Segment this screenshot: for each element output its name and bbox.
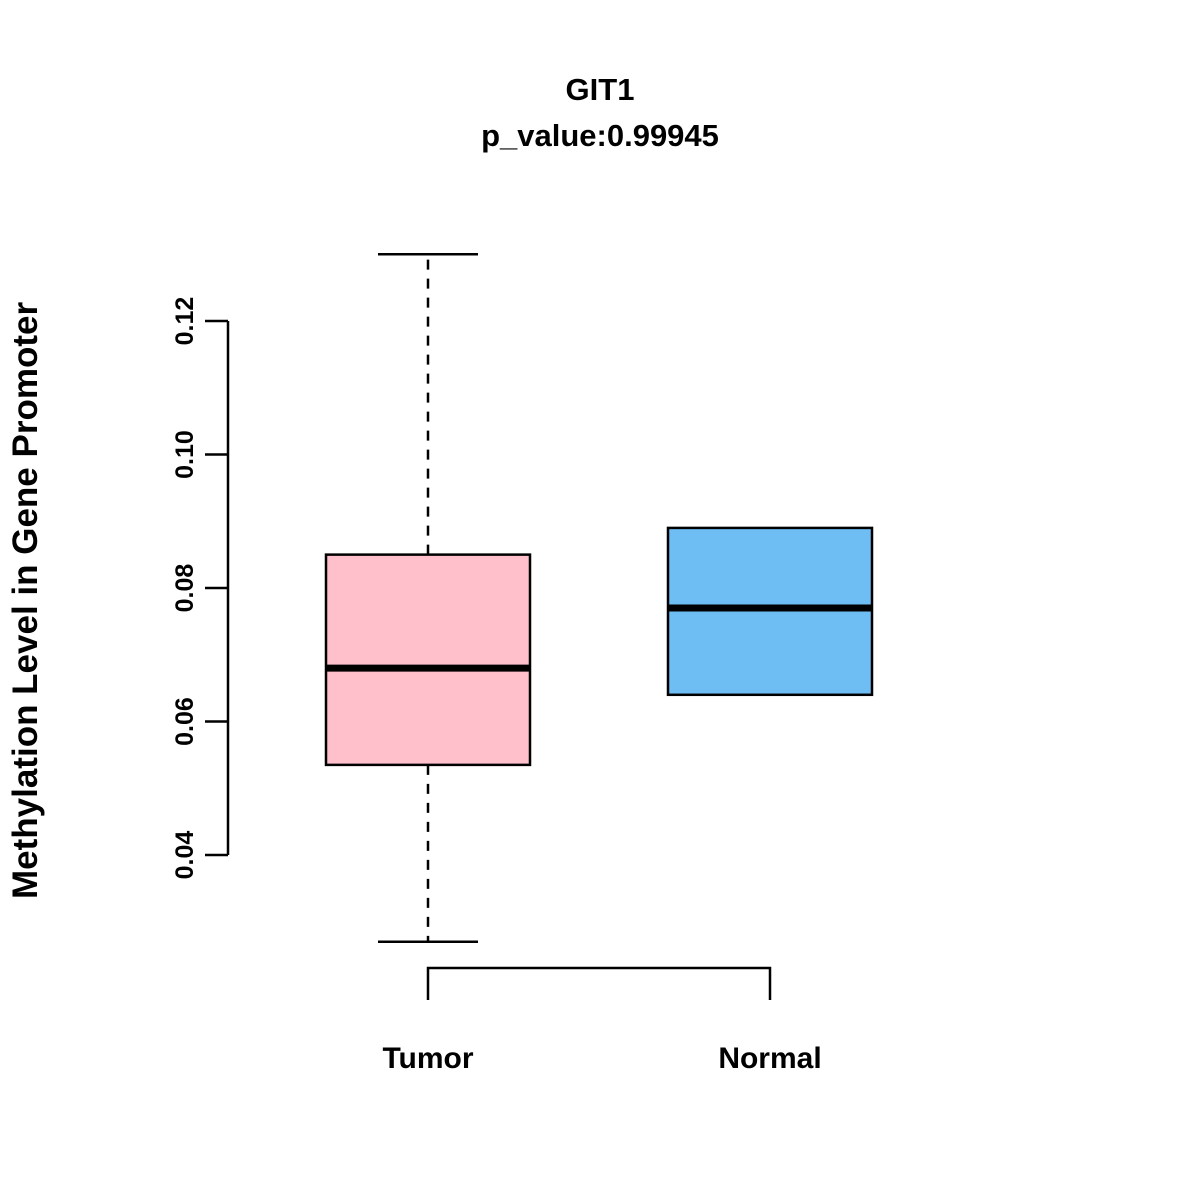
x-axis-bracket [426,966,772,1000]
y-tick-label: 0.10 [171,430,199,479]
y-tick-label: 0.08 [171,564,199,613]
chart-subtitle: p_value:0.99945 [481,118,719,153]
category-label-normal: Normal [718,1042,821,1075]
chart-title: GIT1 [565,72,635,107]
category-label-tumor: Tumor [382,1042,473,1075]
y-tick-label: 0.12 [171,297,199,346]
box-tumor [324,553,532,767]
y-tick-label: 0.04 [171,831,199,880]
y-tick-label: 0.06 [171,697,199,746]
